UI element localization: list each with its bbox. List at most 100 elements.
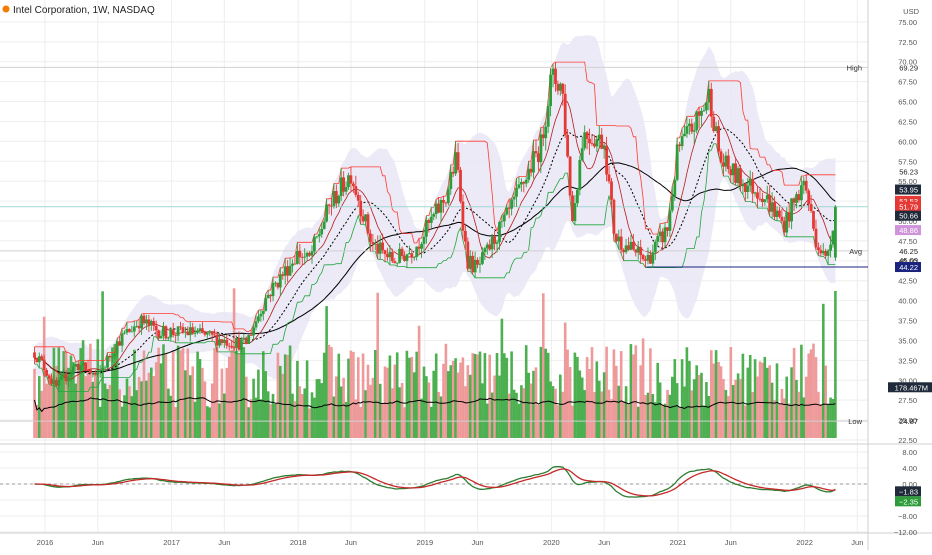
volume-bar <box>45 383 48 438</box>
candle-body <box>259 313 263 317</box>
candle-body <box>724 155 728 167</box>
price-tick-label: 25.00 <box>898 416 917 425</box>
volume-bar <box>245 376 248 438</box>
price-tick-label: 27.50 <box>898 396 917 405</box>
candle-body <box>782 221 786 233</box>
volume-bar <box>512 389 516 438</box>
candle-body <box>437 203 440 213</box>
volume-bar <box>568 367 572 438</box>
volume-bar <box>232 288 236 438</box>
volume-bar <box>313 397 316 438</box>
volume-bar <box>656 362 659 438</box>
volume-bar <box>374 350 377 438</box>
volume-bar <box>237 353 241 438</box>
candle-body <box>700 111 703 116</box>
candle-body <box>795 194 798 203</box>
candle-body <box>193 332 197 334</box>
volume-bar <box>59 373 63 438</box>
candle-body <box>629 241 633 250</box>
volume-bar <box>176 345 180 438</box>
candle-body <box>403 256 406 261</box>
candle-body <box>473 259 477 273</box>
volume-bar <box>52 347 56 438</box>
candle-body <box>568 156 572 196</box>
volume-bar <box>588 369 591 438</box>
price-marker-label: 48.86 <box>899 226 918 235</box>
price-marker-label: 53.95 <box>899 186 918 195</box>
price-marker-label-bg <box>895 225 921 236</box>
volume-bar <box>478 351 482 438</box>
volume-bar <box>332 396 336 438</box>
volume-bar <box>220 368 224 438</box>
volume-bar <box>115 344 119 438</box>
candle-body <box>400 248 404 257</box>
volume-bar <box>357 357 360 438</box>
volume-bar <box>515 392 518 438</box>
candle-body <box>461 201 465 231</box>
volume-bar <box>654 402 657 438</box>
volume-bar <box>680 359 684 438</box>
volume-bar <box>38 376 41 438</box>
oscillator-pane <box>0 466 868 498</box>
volume-bar <box>227 356 231 438</box>
candle-body <box>390 251 394 262</box>
volume-bar <box>271 393 275 438</box>
volume-bar <box>108 384 112 438</box>
candle-body <box>388 251 392 258</box>
candle-body <box>563 93 567 135</box>
candle-body <box>315 236 319 238</box>
candle-body <box>763 199 767 202</box>
candle-body <box>517 184 521 188</box>
candle-body <box>817 247 820 250</box>
candle-body <box>369 233 372 243</box>
candle-body <box>152 321 156 326</box>
volume-bar <box>617 385 621 438</box>
volume-bar <box>510 351 513 438</box>
candle-body <box>714 126 718 131</box>
volume-bar <box>320 383 323 438</box>
volume-bar <box>790 367 793 438</box>
candle-body <box>132 326 136 332</box>
candle-body <box>130 331 134 333</box>
candle-body <box>588 138 591 144</box>
volume-bar <box>133 349 136 438</box>
oscillator-tick-label: 8.00 <box>902 448 917 457</box>
volume-bar <box>651 394 655 438</box>
volume-bar <box>549 381 552 438</box>
volume-bar <box>249 399 253 438</box>
volume-bar <box>408 357 411 438</box>
volume-bar <box>308 408 311 438</box>
volume-bar <box>257 369 260 438</box>
candle-body <box>179 326 182 328</box>
candle-body <box>57 379 61 386</box>
candle-body <box>821 251 825 254</box>
candle-body <box>420 244 423 249</box>
candle-body <box>79 365 83 370</box>
candle-body <box>334 191 338 204</box>
volume-bar <box>55 365 58 438</box>
candle-body <box>510 199 513 209</box>
candle-body <box>310 251 314 256</box>
candle-body <box>739 168 742 187</box>
volume-bar <box>695 365 698 438</box>
candle-body <box>646 254 650 261</box>
volume-bar <box>712 363 715 438</box>
candle-body <box>327 204 331 206</box>
candle-body <box>712 116 716 131</box>
candle-body <box>610 181 613 200</box>
candle-body <box>184 331 187 333</box>
candle-body <box>154 325 158 331</box>
time-tick-label: 2020 <box>543 538 560 547</box>
volume-bar <box>123 395 126 438</box>
price-tick-label: 42.50 <box>898 277 917 286</box>
candle-body <box>597 134 601 140</box>
candle-body <box>67 376 70 382</box>
candle-body <box>446 189 450 204</box>
candle-body <box>468 255 472 269</box>
volume-bar <box>824 365 827 438</box>
candle-body <box>93 372 97 374</box>
candle-body <box>76 364 80 370</box>
volume-bar <box>388 355 392 438</box>
volume-bar <box>213 347 216 438</box>
